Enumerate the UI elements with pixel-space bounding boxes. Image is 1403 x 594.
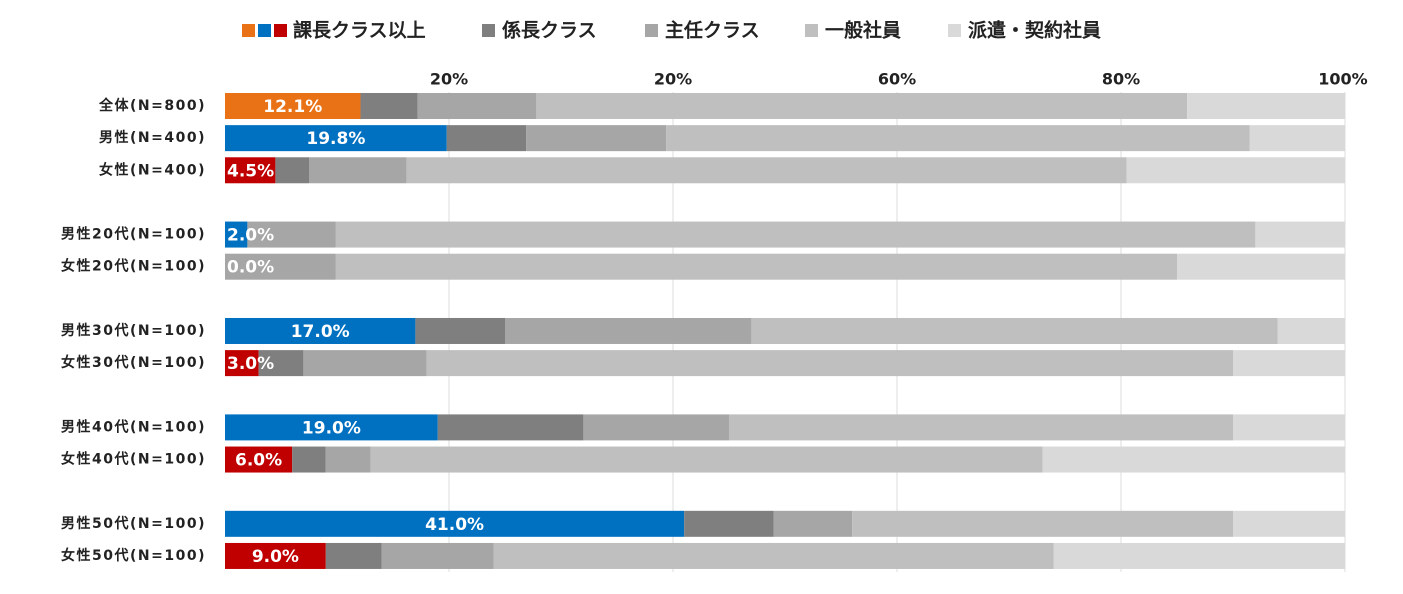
bar-segment [417,93,537,119]
x-tick-label: 20% [654,70,692,89]
value-label: 9.0% [252,547,299,567]
row-label: 女性20代(N=100) [61,258,206,275]
legend-swatch [482,24,495,37]
bar-segment [309,157,407,184]
legend-label: 派遣・契約社員 [968,19,1101,42]
bar-segment [225,253,336,280]
legend-label: 主任クラス [665,19,760,42]
bar-segment [437,414,584,441]
value-label: 2.0% [227,226,274,246]
bar-segment [1249,125,1345,152]
legend-label: 係長クラス [502,19,597,42]
bar-segment [773,510,853,537]
bar-segment [1177,253,1345,280]
bar-segment [505,317,752,344]
bar-segment [275,157,309,184]
bar-segment [225,221,248,248]
bar-segment [583,414,729,441]
legend-swatch [805,24,818,37]
x-tick-label: 80% [1102,70,1140,89]
x-tick-label: 60% [878,70,916,89]
value-label: 41.0% [425,515,484,535]
bar-segment [1233,510,1345,537]
bar-segment [225,446,293,473]
bar-segment [325,542,382,569]
bar-segment [406,157,1127,184]
bar-segment [852,510,1233,537]
bar-segment [426,350,1234,377]
legend-swatch [645,24,658,37]
bar-segment [1255,221,1345,248]
row-label: 男性20代(N=100) [61,226,206,243]
bar-segment [360,93,418,119]
legend-swatch [242,24,255,37]
bar-segment [225,542,326,569]
bar-segment [446,125,527,152]
row-label: 女性(N=400) [99,161,206,178]
row-label: 女性30代(N=100) [61,354,206,371]
bar-segment [258,350,304,377]
bar-segment [1126,157,1345,184]
row-label: 全体(N=800) [98,97,206,114]
bar-segment [247,221,336,248]
legend-swatch [274,24,287,37]
bar-segment [536,93,1188,119]
value-label: 17.0% [291,322,350,342]
row-label: 男性30代(N=100) [61,322,206,339]
bar-segment [225,510,685,537]
bar-segment [225,157,276,184]
bar-segment [751,317,1278,344]
bar-segment [1233,350,1345,377]
bar-segment [666,125,1250,152]
legend-swatch [258,24,271,37]
row-label: 女性50代(N=100) [61,547,206,564]
legend-label: 課長クラス以上 [293,19,426,42]
x-tick-label: 20% [430,70,468,89]
row-label: 女性40代(N=100) [61,451,206,468]
bar-segment [335,221,1256,248]
value-label: 19.0% [302,418,361,438]
bar-segment [381,542,494,569]
bar-segment [225,93,361,119]
legend-label: 一般社員 [825,19,901,42]
value-label: 6.0% [235,451,282,471]
bar-segment [684,510,774,537]
value-label: 19.8% [306,129,365,149]
bar-segment [225,414,438,441]
x-tick-label: 100% [1318,70,1367,89]
bar-segment [415,317,505,344]
bar-segment [1187,93,1345,119]
bar-segment [225,317,416,344]
row-label: 男性40代(N=100) [61,418,206,435]
value-label: 3.0% [227,354,274,374]
bar-segment [1277,317,1345,344]
bar-segment [292,446,326,473]
bar-segment [225,125,447,152]
bar-segment [1042,446,1345,473]
row-label: 男性50代(N=100) [61,515,206,532]
bar-segment [370,446,1043,473]
bar-segment [335,253,1177,280]
value-label: 4.5% [227,161,274,181]
bar-segment [1233,414,1345,441]
bar-segment [1053,542,1345,569]
legend-swatch [948,24,961,37]
bar-segment [225,350,259,377]
bar-segment [493,542,1054,569]
bar-segment [303,350,427,377]
bar-segment [325,446,371,473]
bar-segment [526,125,667,152]
row-label: 男性(N=400) [99,129,206,146]
bar-segment [729,414,1233,441]
value-label: 0.0% [227,258,274,278]
value-label: 12.1% [263,97,322,117]
